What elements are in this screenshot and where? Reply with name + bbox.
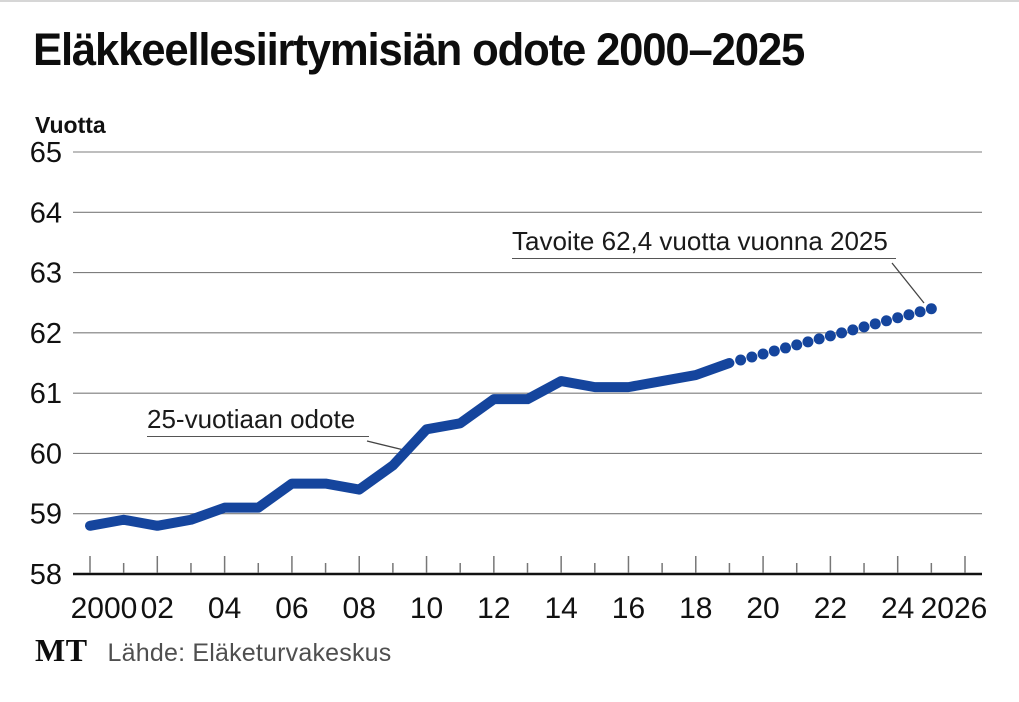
series-annotation: 25-vuotiaan odote [147, 404, 370, 437]
y-axis-unit-label: Vuotta [35, 112, 106, 138]
projection-dot [847, 324, 859, 336]
projection-dot [735, 354, 747, 366]
x-tick-label: 2000 [71, 592, 138, 625]
projection-dot [869, 318, 881, 330]
y-tick-label: 65 [30, 137, 62, 169]
x-tick-label: 20 [746, 592, 779, 625]
target-annotation-pointer [891, 262, 925, 304]
historical-series-line [85, 358, 735, 531]
x-tick-label: 24 [881, 592, 914, 625]
projection-dot [914, 306, 926, 318]
y-tick-label: 59 [30, 499, 62, 531]
projection-dot [925, 303, 937, 315]
projection-dot [791, 339, 803, 351]
projection-dot [880, 315, 892, 327]
y-tick-label: 62 [30, 318, 62, 350]
y-tick-label: 60 [30, 438, 62, 470]
x-tick-label: 2026 [921, 592, 988, 625]
projection-dot [768, 345, 780, 357]
projection-dot [824, 330, 836, 342]
y-tick-label: 63 [30, 258, 62, 290]
projection-dot [780, 342, 792, 354]
x-tick-label: 18 [679, 592, 712, 625]
mt-logo: MT [35, 632, 88, 668]
x-tick-label: 08 [343, 592, 376, 625]
projection-dot [903, 309, 915, 321]
chart-title: Eläkkeellesiirtymisiän odote 2000–2025 [33, 24, 805, 75]
projection-dot [836, 327, 848, 339]
source-credit: Lähde: Eläketurvakeskus [107, 639, 392, 667]
x-tick-label: 04 [208, 592, 241, 625]
y-tick-label: 64 [30, 197, 62, 229]
projection-dot [802, 336, 814, 348]
x-tick-label: 12 [477, 592, 510, 625]
x-tick-label: 22 [814, 592, 847, 625]
target-annotation: Tavoite 62,4 vuotta vuonna 2025 [512, 226, 896, 259]
x-tick-label: 02 [141, 592, 174, 625]
y-tick-label: 61 [30, 378, 62, 410]
y-tick-label: 58 [30, 559, 62, 591]
projection-dot [757, 348, 769, 360]
footer: MT Lähde: Eläketurvakeskus [35, 632, 391, 669]
projection-dot [746, 351, 758, 363]
x-tick-label: 10 [410, 592, 443, 625]
x-tick-label: 06 [275, 592, 308, 625]
projection-dot [813, 333, 825, 345]
x-tick-label: 14 [544, 592, 577, 625]
x-tick-label: 16 [612, 592, 645, 625]
projection-dot [858, 321, 870, 333]
projection-dot [892, 312, 904, 324]
